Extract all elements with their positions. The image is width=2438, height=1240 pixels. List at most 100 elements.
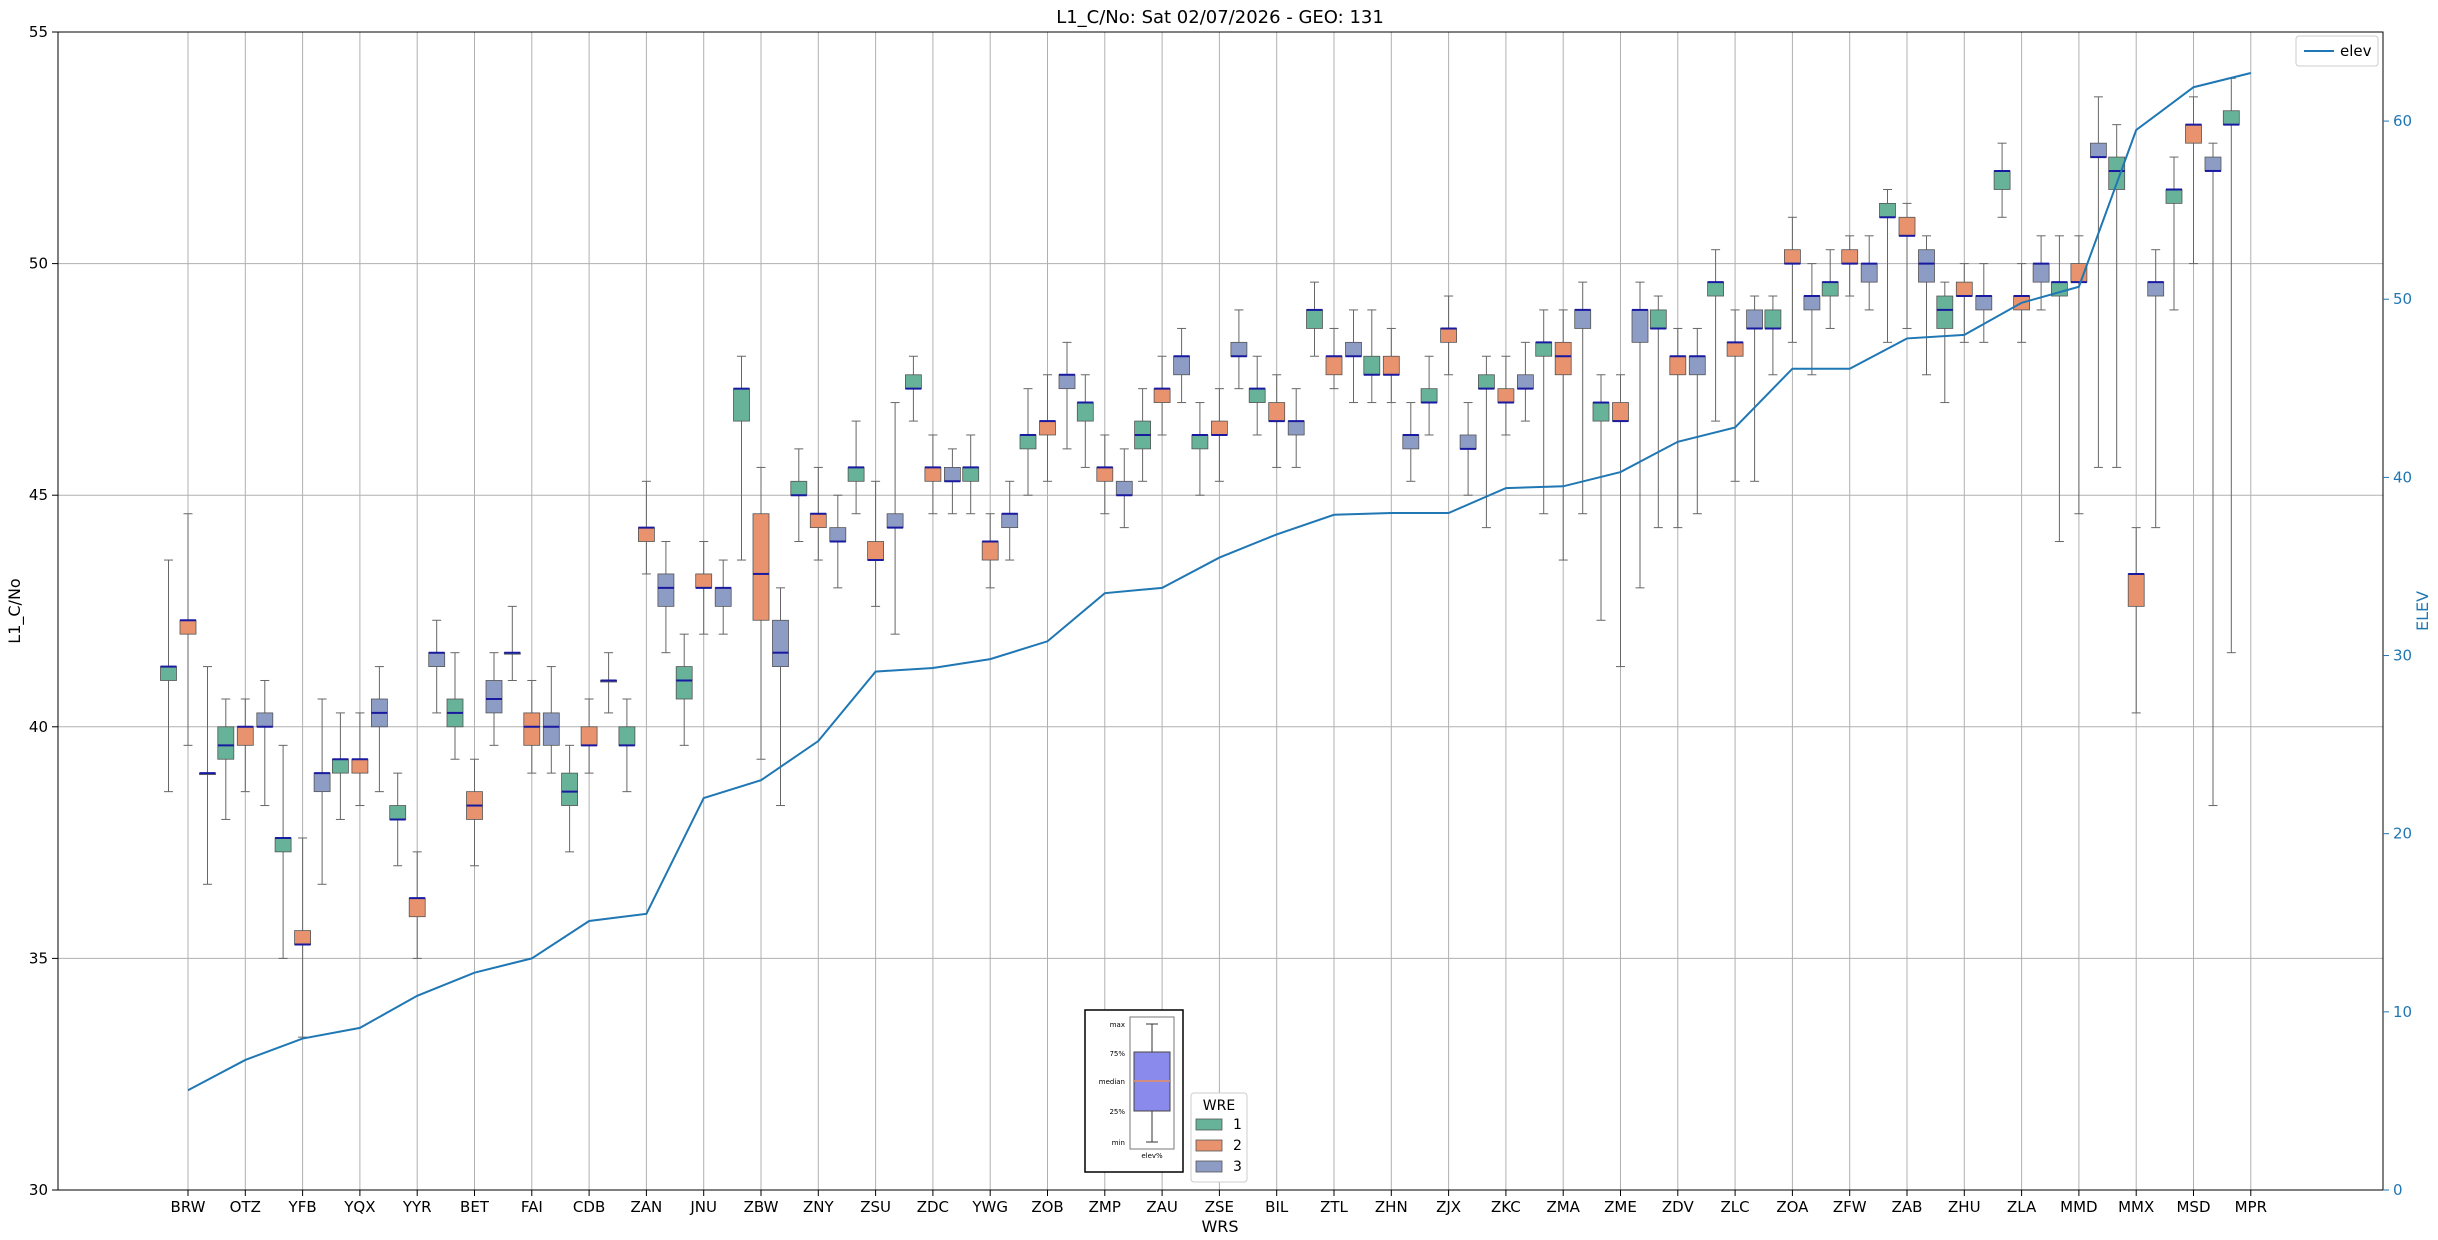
box-wre-2 bbox=[2185, 124, 2202, 144]
x-tick-label: ZMA bbox=[1546, 1198, 1580, 1216]
x-axis-label: WRS bbox=[1201, 1217, 1238, 1236]
box-wre-3 bbox=[1688, 355, 1706, 376]
box-wre-3 bbox=[428, 652, 446, 667]
box-wre-3 bbox=[1058, 374, 1076, 390]
box-wre-2 bbox=[351, 758, 369, 774]
x-tick-label: BET bbox=[460, 1198, 490, 1216]
wre-legend-frame bbox=[1190, 1092, 1248, 1183]
box-wre-2 bbox=[1382, 355, 1400, 376]
grid-layer bbox=[58, 32, 2383, 1190]
y-tick-label: 50 bbox=[29, 255, 48, 273]
right-axis-label: ELEV bbox=[2413, 591, 2432, 631]
box-wre-1 bbox=[331, 758, 349, 774]
box-wre-3 bbox=[1287, 420, 1305, 436]
box-wre-3 bbox=[2147, 281, 2165, 297]
x-tick-label: ZME bbox=[1604, 1198, 1637, 1216]
box-wre-3 bbox=[542, 712, 560, 746]
box-wre-2 bbox=[1096, 467, 1114, 482]
box-wre-1 bbox=[1019, 434, 1037, 450]
wre-legend-swatch-1 bbox=[1195, 1118, 1223, 1131]
box-key-label-max: max bbox=[1110, 1021, 1125, 1029]
x-tick-label: MPR bbox=[2235, 1198, 2267, 1216]
box-wre-2 bbox=[695, 573, 713, 589]
box-wre-1 bbox=[618, 726, 636, 746]
x-tick-label: ZTL bbox=[1320, 1198, 1348, 1216]
wre-legend-swatch-2 bbox=[1195, 1139, 1223, 1152]
box-wre-2 bbox=[1726, 341, 1744, 357]
x-tick-label: ZOA bbox=[1776, 1198, 1809, 1216]
box-wre-3 bbox=[313, 772, 331, 793]
box-wre-3 bbox=[1001, 513, 1019, 529]
box-wre-1 bbox=[1535, 341, 1553, 357]
box-wre-1 bbox=[2108, 156, 2126, 190]
box-wre-1 bbox=[847, 467, 865, 482]
box-wre-2 bbox=[1554, 341, 1572, 376]
box-wre-1 bbox=[733, 388, 750, 422]
box-wre-2 bbox=[1440, 328, 1457, 343]
box-wre-1 bbox=[389, 805, 407, 820]
box-key-label-q1: 25% bbox=[1109, 1108, 1125, 1116]
box-wre-1 bbox=[561, 772, 578, 806]
y-tick-label: 55 bbox=[29, 23, 48, 41]
box-wre-2 bbox=[1153, 388, 1171, 403]
box-wre-3 bbox=[1115, 480, 1133, 496]
box-wre-1 bbox=[1363, 355, 1381, 376]
box-wre-2 bbox=[1898, 216, 1916, 237]
box-wre-2 bbox=[752, 513, 770, 621]
x-tick-label: ZLC bbox=[1721, 1198, 1750, 1216]
wre-legend-label-1: 1 bbox=[1233, 1117, 1242, 1133]
box-wre-3 bbox=[1173, 355, 1190, 376]
box-wre-3 bbox=[485, 680, 503, 714]
box-wre-1 bbox=[1592, 402, 1610, 422]
box-wre-1 bbox=[1248, 388, 1266, 403]
box-wre-2 bbox=[1841, 249, 1859, 264]
box-wre-1 bbox=[962, 467, 980, 482]
box-wre-3 bbox=[829, 527, 847, 542]
right-axis: 0 10 20 30 40 50 60 bbox=[2383, 112, 2412, 1199]
box-key-inset: max 75% median 25% min elev% bbox=[1084, 1009, 1184, 1173]
box-wre-1 bbox=[1821, 281, 1839, 297]
right-tick-label: 0 bbox=[2393, 1181, 2403, 1199]
wre-legend-swatch-3 bbox=[1195, 1160, 1223, 1173]
box-key-label-q3: 75% bbox=[1109, 1050, 1125, 1058]
wre-legend-label-2: 2 bbox=[1233, 1138, 1242, 1154]
elev-legend: elev bbox=[2295, 35, 2379, 67]
box-wre-3 bbox=[657, 573, 675, 607]
x-tick-label: ZKC bbox=[1491, 1198, 1521, 1216]
box-wre-1 bbox=[1764, 309, 1782, 329]
box-wre-2 bbox=[1612, 402, 1629, 422]
right-tick-label: 60 bbox=[2393, 112, 2412, 130]
box-wre-2 bbox=[236, 726, 254, 746]
x-tick-label: ZLA bbox=[2007, 1198, 2037, 1216]
box-wre-1 bbox=[160, 666, 177, 681]
box-wre-3 bbox=[1918, 249, 1935, 283]
box-wre-1 bbox=[905, 374, 922, 390]
x-tick-label: ZJX bbox=[1436, 1198, 1461, 1216]
box-wre-1 bbox=[1707, 281, 1724, 297]
box-key-label-median: median bbox=[1099, 1078, 1125, 1086]
box-wre-2 bbox=[867, 541, 884, 561]
box-wre-1 bbox=[1191, 434, 1209, 450]
box-wre-1 bbox=[1649, 309, 1667, 329]
box-layer bbox=[160, 110, 2240, 946]
box-wre-1 bbox=[1306, 309, 1323, 329]
box-wre-3 bbox=[1803, 295, 1821, 311]
box-wre-2 bbox=[408, 897, 426, 918]
x-tick-label: ZSU bbox=[860, 1198, 891, 1216]
x-tick-label: MMD bbox=[2060, 1198, 2097, 1216]
elev-line-layer bbox=[187, 72, 2252, 1092]
x-tick-label: CDB bbox=[573, 1198, 605, 1216]
box-wre-1 bbox=[2222, 110, 2240, 126]
box-wre-3 bbox=[944, 467, 961, 482]
box-wre-3 bbox=[1517, 374, 1534, 390]
box-wre-1 bbox=[217, 726, 235, 760]
right-tick-label: 50 bbox=[2393, 290, 2412, 308]
plot-frame bbox=[57, 31, 2384, 1191]
x-tick-label: JNU bbox=[689, 1198, 717, 1216]
x-tick-label: ZNY bbox=[803, 1198, 834, 1216]
x-tick-label: ZDV bbox=[1662, 1198, 1695, 1216]
x-tick-label: ZAN bbox=[631, 1198, 663, 1216]
box-wre-1 bbox=[1879, 202, 1896, 218]
x-tick-label: OTZ bbox=[230, 1198, 261, 1216]
